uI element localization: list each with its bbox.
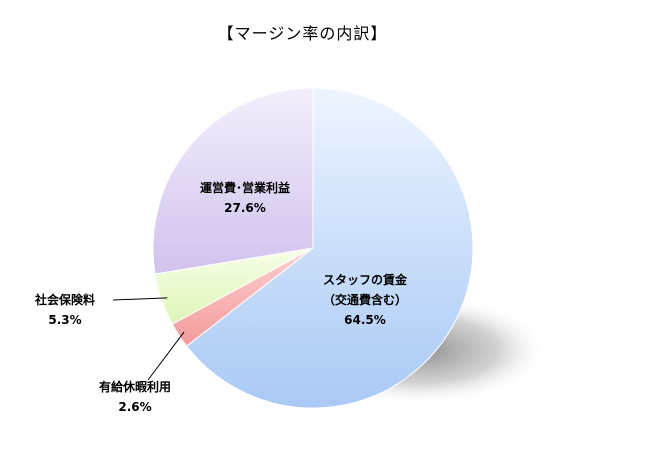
slice-name: 社会保険料 — [34, 293, 95, 307]
slice-value: 2.6% — [118, 400, 152, 414]
slice-name: 運営費･営業利益 — [199, 181, 290, 195]
slice-name: 有給休暇利用 — [98, 380, 171, 394]
leader-social-insurance — [112, 297, 168, 301]
slice-value: 5.3% — [48, 313, 82, 327]
leader-paid-leave — [147, 331, 185, 381]
slice-name: スタッフの賃金 — [322, 273, 407, 287]
slice-label-staff-wages: スタッフの賃金 （交通費含む） 64.5% — [300, 270, 430, 330]
slice-value: 64.5% — [344, 313, 386, 327]
slice-staff-wages — [185, 87, 474, 409]
slice-label-social-insurance: 社会保険料 5.3% — [20, 290, 110, 330]
slice-value: 27.6% — [224, 201, 266, 215]
slice-operating-profit — [152, 87, 314, 275]
slice-label-operating-profit: 運営費･営業利益 27.6% — [180, 178, 310, 218]
slice-name-sub: （交通費含む） — [322, 293, 407, 307]
chart-title: 【マージン率の内訳】 — [217, 24, 388, 43]
slice-label-paid-leave: 有給休暇利用 2.6% — [75, 377, 195, 417]
